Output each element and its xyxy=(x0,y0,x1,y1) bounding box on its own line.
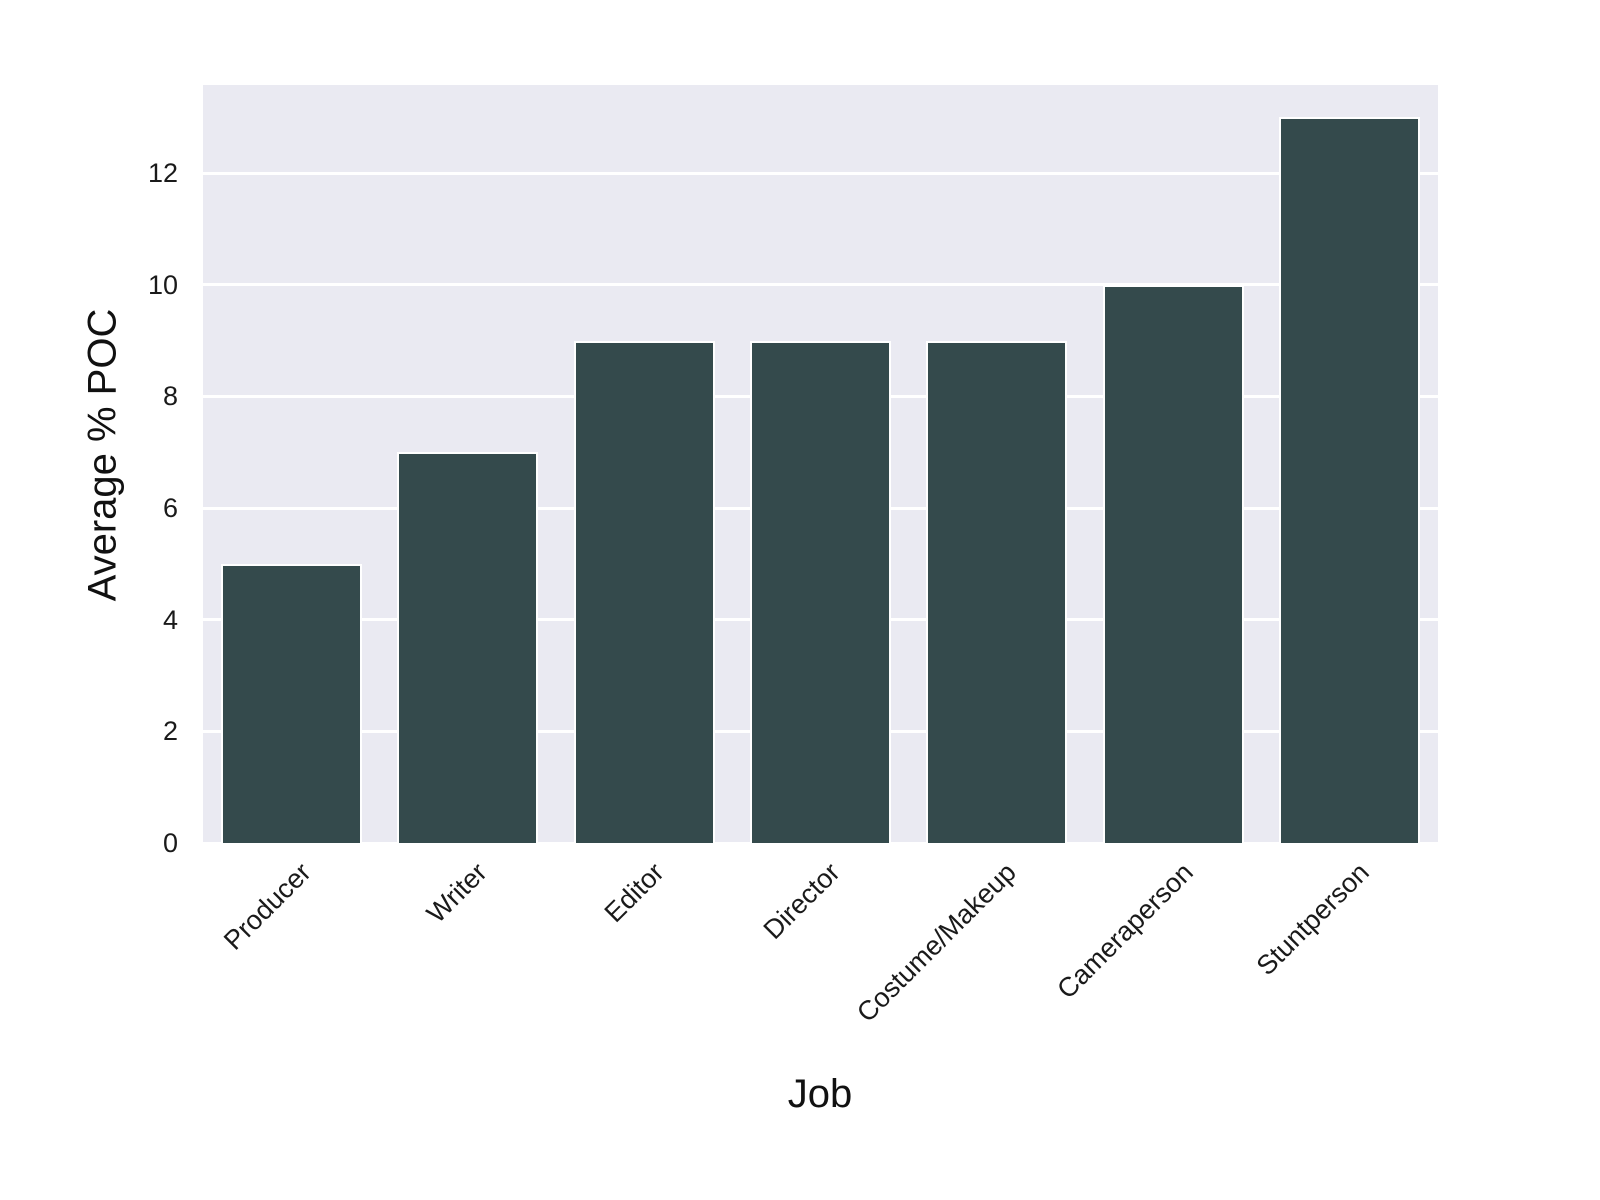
gridline-y-12 xyxy=(203,171,1438,175)
y-tick-label-2: 2 xyxy=(162,716,178,747)
bar-stuntperson xyxy=(1279,117,1421,843)
x-tick-label-writer: Writer xyxy=(421,857,493,929)
x-tick-label-producer: Producer xyxy=(217,857,317,956)
y-tick-label-12: 12 xyxy=(147,158,178,189)
y-tick-label-8: 8 xyxy=(162,381,178,412)
gridline-y-10 xyxy=(203,283,1438,287)
x-axis-label: Job xyxy=(787,1072,853,1116)
bar-cameraperson xyxy=(1102,285,1244,843)
x-tick-label-cameraperson: Cameraperson xyxy=(1051,857,1199,1005)
x-tick-label-director: Director xyxy=(757,857,846,946)
bar-editor xyxy=(573,341,715,843)
x-tick-label-stuntperson: Stuntperson xyxy=(1250,857,1376,982)
bar-costume-makeup xyxy=(926,341,1068,843)
x-tick-label-editor: Editor xyxy=(598,857,670,929)
y-axis-label: Average % POC xyxy=(80,308,125,602)
bar-producer xyxy=(220,564,362,843)
bar-director xyxy=(750,341,891,843)
plot-area xyxy=(203,85,1438,845)
y-tick-label-10: 10 xyxy=(147,269,178,300)
bar-writer xyxy=(397,452,539,843)
y-tick-label-0: 0 xyxy=(162,828,178,858)
y-tick-label-6: 6 xyxy=(162,493,178,524)
x-tick-label-costume-makeup: Costume/Makeup xyxy=(851,857,1023,1028)
y-tick-label-4: 4 xyxy=(162,604,178,635)
gridline-y-0 xyxy=(203,841,1438,845)
